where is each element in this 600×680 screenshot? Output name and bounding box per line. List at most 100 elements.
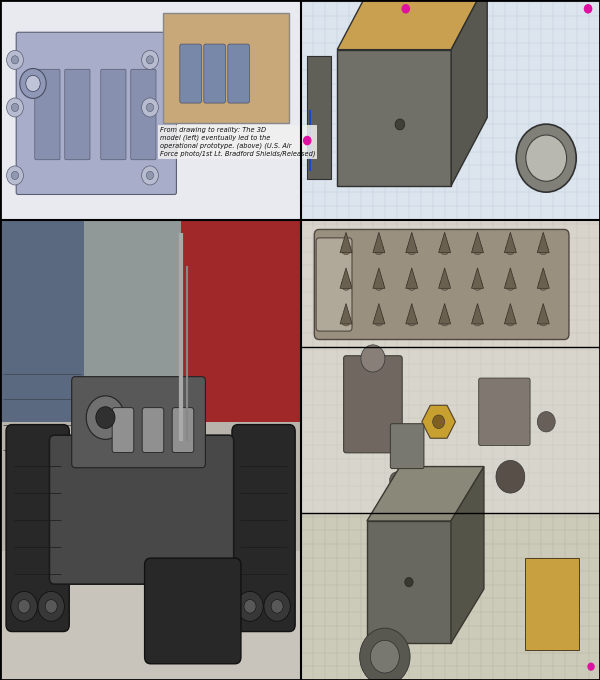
Circle shape [440,279,449,290]
Circle shape [244,600,256,613]
Circle shape [264,592,290,622]
Polygon shape [439,233,451,253]
FancyBboxPatch shape [6,424,69,632]
Circle shape [341,279,351,290]
Circle shape [374,315,383,326]
Circle shape [142,98,158,117]
Bar [301,513,600,680]
Bar [301,220,600,347]
FancyBboxPatch shape [391,424,424,469]
FancyBboxPatch shape [316,238,352,331]
Circle shape [506,244,515,255]
Polygon shape [406,303,418,324]
Bar [301,513,600,680]
FancyBboxPatch shape [49,435,234,584]
FancyBboxPatch shape [232,424,295,632]
FancyBboxPatch shape [172,407,194,453]
FancyBboxPatch shape [479,378,530,445]
FancyBboxPatch shape [314,229,569,339]
Bar [301,347,600,513]
Circle shape [473,315,482,326]
Polygon shape [451,466,484,643]
Polygon shape [340,233,352,253]
Polygon shape [537,268,549,288]
FancyBboxPatch shape [35,69,60,160]
Bar [0,542,301,680]
Circle shape [341,244,351,255]
Circle shape [506,279,515,290]
Circle shape [370,641,399,673]
Circle shape [11,103,19,112]
Polygon shape [472,303,484,324]
Bar [181,220,301,450]
Circle shape [361,345,385,372]
Circle shape [537,411,555,432]
Circle shape [407,279,416,290]
FancyBboxPatch shape [228,44,250,103]
Polygon shape [373,268,385,288]
Circle shape [237,592,263,622]
Circle shape [538,244,548,255]
Circle shape [407,244,416,255]
Circle shape [271,600,283,613]
Bar [0,220,301,680]
Circle shape [374,279,383,290]
Circle shape [142,50,158,69]
Polygon shape [373,303,385,324]
FancyBboxPatch shape [65,69,90,160]
Polygon shape [472,233,484,253]
Circle shape [440,244,449,255]
Circle shape [407,315,416,326]
Circle shape [86,396,125,439]
Circle shape [18,600,30,613]
Circle shape [538,279,548,290]
FancyBboxPatch shape [180,44,202,103]
Bar [0,220,85,473]
Circle shape [526,135,566,182]
Bar [301,0,600,220]
Polygon shape [505,233,517,253]
Bar [301,347,600,513]
Circle shape [7,98,23,117]
Polygon shape [537,233,549,253]
Circle shape [146,56,154,64]
Polygon shape [505,303,517,324]
Circle shape [389,472,404,488]
Circle shape [473,279,482,290]
FancyBboxPatch shape [72,377,205,468]
Bar [0,422,301,551]
Circle shape [7,166,23,185]
FancyBboxPatch shape [204,44,226,103]
Circle shape [20,69,46,99]
Circle shape [440,315,449,326]
Bar [0,0,301,220]
Bar [367,521,451,643]
Circle shape [374,244,383,255]
FancyBboxPatch shape [131,69,156,160]
Circle shape [146,103,154,112]
Polygon shape [373,233,385,253]
Polygon shape [439,303,451,324]
Bar [163,13,289,123]
Bar [0,220,301,427]
Polygon shape [367,466,484,521]
Circle shape [341,315,351,326]
Circle shape [405,577,413,587]
Text: From drawing to reality: The 3D
model (left) eventually led to the
operational p: From drawing to reality: The 3D model (l… [160,126,315,157]
Circle shape [359,628,410,680]
Circle shape [7,50,23,69]
Circle shape [538,315,548,326]
Polygon shape [340,268,352,288]
Polygon shape [439,268,451,288]
Circle shape [506,315,515,326]
Circle shape [11,56,19,64]
Polygon shape [337,0,487,50]
Polygon shape [537,303,549,324]
Circle shape [45,600,57,613]
Polygon shape [406,233,418,253]
FancyBboxPatch shape [16,32,176,194]
Circle shape [395,119,405,130]
Circle shape [304,137,311,145]
Circle shape [142,166,158,185]
Circle shape [496,460,525,493]
